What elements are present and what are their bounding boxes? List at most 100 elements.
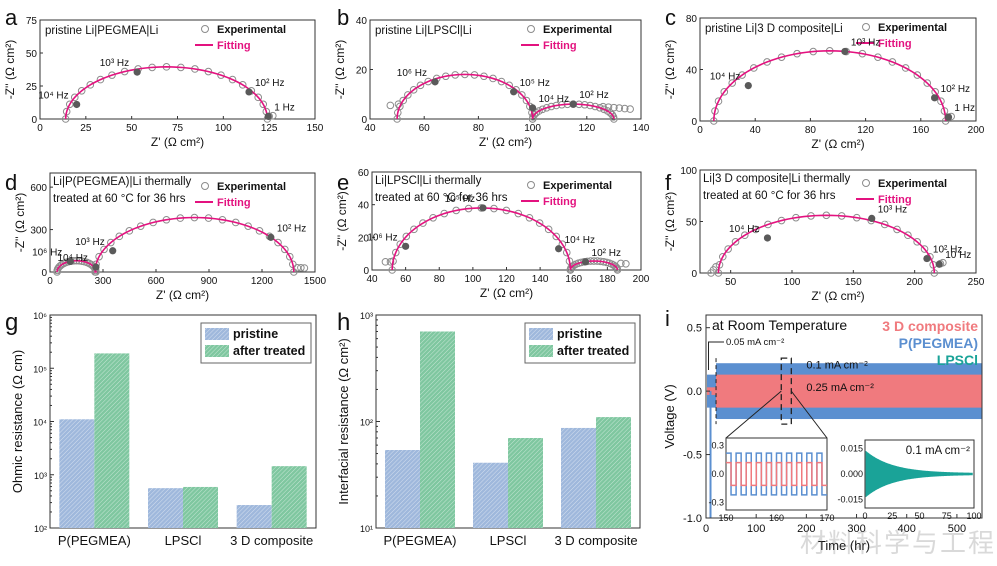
legend-label-experimental: Experimental: [217, 181, 286, 193]
x-tick-label: 1500: [304, 276, 327, 287]
x-category-label: P(PEGMEA): [384, 533, 457, 548]
legend-label-fitting: Fitting: [878, 38, 912, 50]
y-tick-label: -0.5: [683, 450, 702, 462]
data-point-experimental: [410, 225, 418, 234]
frequency-marker: [267, 233, 275, 241]
data-point-experimental: [530, 111, 539, 119]
data-point-experimental: [552, 232, 561, 241]
x-tick-label: 50: [126, 123, 138, 134]
data-point-experimental: [751, 225, 760, 234]
panel-b: b 40 60 80 100 120 140 0 20 40 Z' (Ω cm²) -Z'' (Ω c…: [333, 5, 650, 149]
data-point-experimental: [764, 220, 772, 229]
panel-title: pristine Li|PEGMEA|Li: [45, 25, 158, 37]
y-tick-label: 40: [356, 16, 368, 27]
legend-marker-experimental: [201, 182, 209, 190]
panel-title: pristine Li|LPSCl|Li: [375, 25, 472, 37]
legend-label: pristine: [233, 327, 278, 341]
x-tick-label: 80: [805, 125, 817, 136]
y-tick-label: 80: [686, 14, 698, 25]
data-point-experimental: [386, 101, 395, 110]
data-point-experimental: [274, 238, 282, 247]
legend-label-fitting: Fitting: [543, 196, 577, 208]
x-category-label: 3 D composite: [230, 533, 313, 548]
data-point-experimental: [535, 219, 544, 227]
data-point-experimental: [714, 97, 723, 106]
frequency-marker: [744, 81, 752, 90]
panel-f: f 50 100 150 200 250 0 50 100 Z' (Ω cm²) -Z'' (Ω c…: [663, 166, 985, 303]
data-point-experimental: [610, 115, 618, 123]
data-point-experimental: [750, 64, 758, 72]
data-point-experimental: [429, 213, 437, 222]
panel-title-line: treated at 60 °C for 36 hrs: [375, 192, 508, 204]
frequency-marker: [245, 88, 253, 96]
data-point-experimental: [96, 75, 105, 84]
x-category-label: LPSCl: [490, 533, 527, 548]
frequency-label: 10⁵ Hz: [445, 194, 475, 205]
y-tick-label: 0: [363, 266, 369, 277]
data-point-experimental: [440, 209, 449, 218]
x-category-label: LPSCl: [165, 533, 202, 548]
legend-label-fitting: Fitting: [878, 194, 912, 206]
x-tick-label: 400: [898, 523, 916, 535]
panel-label: g: [5, 309, 18, 336]
frequency-label: 10² Hz: [255, 78, 284, 89]
x-tick-label: 200: [968, 125, 985, 136]
x-tick-label: 200: [797, 523, 815, 535]
legend-marker-experimental: [527, 25, 535, 33]
frequency-marker: [529, 104, 537, 112]
y-axis-label: -Z'' (Ω cm²): [663, 40, 677, 100]
inset-left-x-tick-label: 150: [718, 513, 733, 523]
y-axis-label: -Z'' (Ω cm²): [335, 191, 349, 251]
frequency-label: 10³ Hz: [75, 237, 104, 248]
bar-after-treated: [596, 417, 631, 528]
x-tick-label: 300: [847, 523, 865, 535]
y-tick-label: 10³: [34, 471, 47, 481]
data-point-experimental: [514, 209, 523, 218]
frequency-marker: [133, 68, 141, 76]
data-point-experimental: [115, 232, 124, 241]
data-point-experimental: [622, 259, 630, 268]
data-point-experimental: [244, 222, 252, 230]
inset-left-series: [726, 461, 827, 487]
legend-marker-experimental: [862, 179, 870, 187]
data-point-experimental: [255, 227, 264, 235]
x-tick-label: 40: [750, 125, 762, 136]
x-tick-label: 250: [968, 277, 985, 288]
y-axis-label: -Z'' (Ω cm²): [3, 40, 17, 100]
y-tick-label: 75: [26, 16, 38, 27]
inset-left-y-tick-label: 0.0: [711, 469, 724, 479]
inset-right-y-tick-label: -0.015: [837, 495, 863, 505]
x-tick-label: 500: [948, 523, 966, 535]
x-tick-label: 0: [37, 123, 43, 134]
data-point-experimental: [285, 252, 294, 261]
y-tick-label: 40: [358, 201, 370, 212]
x-tick-label: 75: [172, 123, 184, 134]
bar-pristine: [59, 419, 95, 528]
x-tick-label: 100: [524, 123, 541, 134]
y-tick-label: 300: [30, 226, 47, 237]
panel-label: h: [337, 309, 350, 336]
inset-right-series: [865, 451, 973, 497]
data-point-experimental: [391, 248, 400, 257]
data-point-experimental: [608, 111, 617, 119]
data-point-experimental: [525, 213, 534, 222]
watermark: 材料科学与工程: [800, 529, 997, 559]
fit-line: [717, 214, 936, 274]
data-point-experimental: [108, 71, 116, 79]
data-point-experimental: [518, 91, 526, 99]
data-point-experimental: [228, 75, 237, 84]
annotation-current: 0.1 mA cm⁻²: [806, 359, 868, 371]
legend-label-experimental: Experimental: [543, 180, 612, 192]
x-tick-label: 100: [747, 523, 765, 535]
fit-line: [396, 73, 615, 120]
x-tick-label: 60: [400, 274, 412, 285]
y-axis-label: Voltage (V): [662, 384, 677, 448]
bar-after-treated: [420, 331, 455, 528]
x-tick-label: 150: [845, 277, 862, 288]
frequency-label: 10⁴ Hz: [539, 94, 569, 105]
legend-marker-experimental: [862, 23, 870, 31]
data-point-experimental: [70, 93, 79, 102]
frequency-marker: [581, 258, 590, 266]
data-point-experimental: [95, 252, 103, 261]
frequency-marker: [555, 245, 563, 253]
